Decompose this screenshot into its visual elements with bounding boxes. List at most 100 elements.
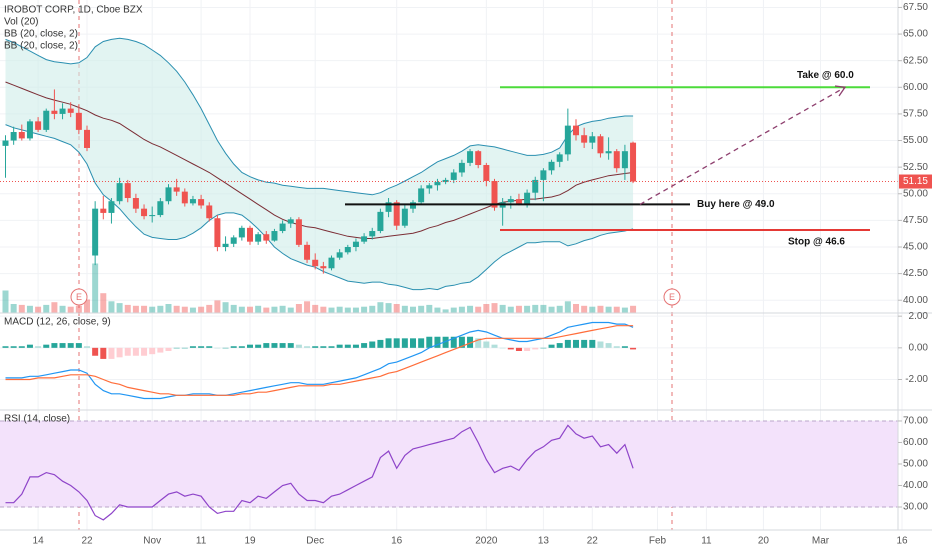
volume-bar [532, 304, 539, 313]
level-label: Take @ 60.0 [797, 70, 854, 81]
macd-histogram-bar [2, 346, 9, 348]
candle-body [540, 170, 547, 180]
volume-bar [141, 305, 148, 313]
candle-body [59, 108, 66, 114]
x-tick-label: 13 [538, 536, 550, 547]
candle-body [336, 252, 343, 258]
macd-histogram-bar [279, 343, 286, 348]
projection-arrow [639, 86, 846, 205]
volume-bar [43, 304, 50, 313]
macd-histogram-bar [483, 341, 490, 348]
volume-bar [499, 304, 506, 313]
macd-title: MACD (12, 26, close, 9) [4, 317, 111, 328]
macd-histogram-bar [385, 338, 392, 348]
x-tick-label: 19 [244, 536, 256, 547]
macd-histogram-bar [18, 346, 25, 348]
candle-body [507, 199, 514, 203]
x-tick-label: 11 [196, 536, 207, 547]
candle-body [532, 179, 539, 193]
volume-bar [214, 300, 221, 313]
candle-body [247, 227, 253, 242]
macd-histogram-bar [255, 344, 262, 348]
volume-bar [247, 306, 253, 313]
macd-histogram-bar [589, 339, 596, 348]
candle-body [605, 151, 612, 154]
y-tick-label: 42.50 [903, 268, 928, 279]
candle-body [434, 182, 441, 186]
macd-histogram-bar [247, 344, 253, 348]
volume-bar [59, 305, 66, 313]
macd-histogram-bar [393, 338, 400, 348]
candle-body [418, 188, 425, 203]
candle-body [410, 202, 416, 209]
volume-bar [26, 305, 33, 313]
macd-histogram-bar [426, 336, 433, 348]
macd-histogram-bar [613, 346, 620, 348]
macd-histogram-bar [507, 347, 514, 350]
y-tick-label: -2.00 [905, 374, 928, 385]
macd-histogram-bar [532, 347, 539, 350]
indicator-line [5, 325, 634, 396]
volume-bar [434, 307, 441, 313]
volume-bar [344, 307, 351, 313]
macd-histogram-bar [418, 338, 425, 348]
volume-bar [410, 306, 416, 313]
volume-bar [507, 306, 514, 313]
plot-layer [0, 37, 898, 521]
candle-body [312, 259, 319, 267]
candle-body [287, 219, 294, 224]
candle-body [573, 125, 579, 136]
candle-body [385, 202, 392, 212]
macd-histogram-bar [230, 346, 237, 348]
event-label: E [669, 292, 675, 302]
macd-histogram-bar [84, 346, 90, 348]
volume-bar [279, 305, 286, 313]
macd-histogram-bar [475, 338, 482, 348]
y-tick-label: 30.00 [903, 502, 928, 513]
candle-body [149, 215, 156, 217]
volume-bar [458, 306, 465, 313]
candle-body [124, 183, 131, 199]
volume-bar [92, 263, 99, 313]
volume-bar [336, 306, 343, 313]
candle-body [43, 110, 50, 130]
macd-histogram-bar [556, 343, 563, 348]
band-fill [5, 38, 634, 290]
candle-body [467, 151, 474, 163]
candle-body [524, 192, 531, 205]
volume-bar [589, 306, 596, 313]
macd-histogram-bar [206, 346, 213, 348]
volume-bar [18, 304, 25, 313]
macd-histogram-bar [173, 347, 180, 349]
event-label: E [76, 292, 82, 302]
macd-histogram-bar [630, 347, 637, 350]
x-tick-label: Feb [649, 536, 667, 547]
volume-bar [116, 303, 123, 313]
volume-bar [475, 306, 482, 313]
y-tick-label: 45.00 [903, 242, 928, 253]
candle-body [75, 112, 82, 130]
macd-histogram-bar [540, 347, 547, 349]
legend-entry: BB (20, close, 2) [4, 29, 78, 40]
macd-histogram-bar [491, 344, 498, 348]
y-tick-label: 40.00 [903, 295, 928, 306]
x-tick-label: Mar [812, 536, 830, 547]
volume-bar [515, 305, 522, 313]
candle-body [67, 108, 74, 113]
x-tick-label: 16 [391, 536, 403, 547]
candle-body [189, 199, 196, 204]
volume-bar [377, 302, 384, 313]
macd-histogram-bar [328, 346, 335, 348]
candle-body [581, 135, 588, 143]
macd-histogram-bar [458, 336, 465, 348]
volume-bar [35, 306, 42, 313]
event-marker [663, 288, 681, 306]
candle-body [393, 202, 400, 226]
macd-histogram-bar [410, 338, 416, 348]
volume-bar [548, 306, 555, 313]
rsi-title: RSI (14, close) [4, 414, 70, 425]
macd-histogram-bar [499, 347, 506, 349]
candle-body [238, 227, 245, 238]
volume-bar [51, 302, 58, 313]
